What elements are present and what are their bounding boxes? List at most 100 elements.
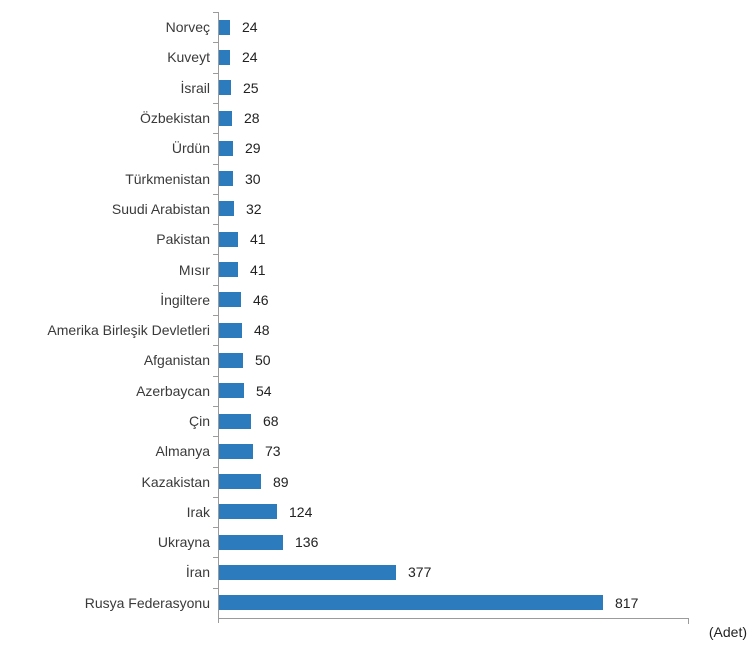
value-label: 41 bbox=[250, 231, 266, 248]
chart-row: Irak 124 bbox=[0, 497, 750, 527]
bar-area: 68 bbox=[219, 413, 750, 429]
chart-row: Rusya Federasyonu 817 bbox=[0, 588, 750, 618]
category-tick bbox=[213, 133, 218, 134]
category-label: İsrail bbox=[180, 79, 210, 96]
bar bbox=[219, 595, 603, 611]
chart-row: Norveç 24 bbox=[0, 12, 750, 42]
bar-area: 29 bbox=[219, 140, 750, 157]
value-label: 136 bbox=[295, 534, 319, 551]
category-tick bbox=[213, 467, 218, 468]
chart-row: Afganistan 50 bbox=[0, 345, 750, 375]
category-tick bbox=[213, 42, 218, 43]
bar bbox=[219, 110, 232, 126]
category-label: Suudi Arabistan bbox=[111, 200, 210, 217]
category-label: Afganistan bbox=[143, 352, 210, 369]
category-label: Pakistan bbox=[156, 231, 210, 248]
category-label: Irak bbox=[186, 503, 210, 520]
value-label: 124 bbox=[289, 503, 313, 520]
chart-rows: Norveç 24 Kuveyt 24 İsrail 25 Özbekistan 28 Ürdü… bbox=[0, 12, 750, 618]
value-label: 68 bbox=[263, 413, 279, 429]
bar-area: 28 bbox=[219, 110, 750, 127]
category-tick bbox=[213, 588, 218, 589]
category-label: Kuveyt bbox=[167, 49, 210, 66]
unit-label: (Adet) bbox=[708, 624, 747, 640]
value-label: 28 bbox=[244, 110, 260, 127]
category-label: Rusya Federasyonu bbox=[84, 594, 210, 611]
chart-row: Azerbaycan 54 bbox=[0, 376, 750, 406]
category-tick bbox=[213, 12, 218, 13]
chart-row: Mısır 41 bbox=[0, 254, 750, 284]
bar bbox=[219, 534, 283, 550]
value-label: 73 bbox=[265, 443, 281, 460]
chart-row: İsrail 25 bbox=[0, 73, 750, 103]
value-label: 48 bbox=[254, 322, 270, 339]
bar bbox=[219, 352, 243, 368]
bar bbox=[219, 262, 238, 278]
bar-area: 377 bbox=[219, 564, 750, 581]
category-label: Azerbaycan bbox=[136, 382, 210, 399]
category-tick bbox=[213, 73, 218, 74]
category-label: Ukrayna bbox=[157, 534, 210, 551]
category-label: Çin bbox=[188, 413, 210, 429]
bar-area: 89 bbox=[219, 473, 750, 490]
chart-row: Türkmenistan 30 bbox=[0, 163, 750, 193]
value-label: 24 bbox=[242, 19, 258, 36]
category-tick bbox=[213, 497, 218, 498]
chart-row: Kazakistan 89 bbox=[0, 466, 750, 496]
category-tick bbox=[213, 436, 218, 437]
bar bbox=[219, 322, 242, 338]
value-label: 54 bbox=[256, 382, 272, 399]
chart-row: Amerika Birleşik Devletleri 48 bbox=[0, 315, 750, 345]
value-label: 30 bbox=[245, 170, 261, 187]
category-label: Özbekistan bbox=[139, 110, 210, 127]
category-label: Amerika Birleşik Devletleri bbox=[47, 322, 210, 339]
value-label: 817 bbox=[615, 594, 639, 611]
bar-area: 48 bbox=[219, 322, 750, 339]
bar-area: 24 bbox=[219, 49, 750, 65]
category-tick bbox=[213, 406, 218, 407]
value-label: 29 bbox=[245, 140, 261, 157]
bar-area: 46 bbox=[219, 292, 750, 308]
chart-row: Pakistan 41 bbox=[0, 224, 750, 254]
bar-area: 817 bbox=[219, 594, 750, 611]
bar-area: 30 bbox=[219, 170, 750, 187]
category-tick bbox=[213, 254, 218, 255]
bar bbox=[219, 413, 251, 429]
category-tick bbox=[213, 194, 218, 195]
bar bbox=[219, 80, 231, 96]
category-label: Ürdün bbox=[171, 140, 210, 157]
value-label: 89 bbox=[273, 473, 289, 490]
bar-area: 41 bbox=[219, 231, 750, 248]
category-label: Kazakistan bbox=[141, 473, 210, 490]
value-label: 377 bbox=[408, 564, 432, 581]
bar bbox=[219, 49, 230, 65]
value-label: 50 bbox=[255, 352, 271, 369]
category-tick bbox=[213, 557, 218, 558]
category-label: Norveç bbox=[165, 19, 210, 36]
category-tick bbox=[213, 376, 218, 377]
category-tick bbox=[213, 315, 218, 316]
category-tick bbox=[213, 224, 218, 225]
bar-area: 41 bbox=[219, 262, 750, 278]
category-tick bbox=[213, 345, 218, 346]
category-tick bbox=[213, 527, 218, 528]
chart-row: İran 377 bbox=[0, 557, 750, 587]
category-label: Mısır bbox=[178, 261, 210, 278]
bar bbox=[219, 474, 261, 490]
bar bbox=[219, 564, 396, 580]
chart-row: Ürdün 29 bbox=[0, 133, 750, 163]
chart-row: Çin 68 bbox=[0, 406, 750, 436]
category-label: İngiltere bbox=[160, 291, 210, 308]
chart-row: Kuveyt 24 bbox=[0, 42, 750, 72]
chart-row: Almanya 73 bbox=[0, 436, 750, 466]
bar-area: 50 bbox=[219, 352, 750, 369]
bar-area: 136 bbox=[219, 534, 750, 551]
category-label: Almanya bbox=[155, 443, 210, 460]
category-label: İran bbox=[185, 564, 210, 581]
x-axis-line bbox=[218, 618, 688, 619]
bar-area: 73 bbox=[219, 443, 750, 460]
category-tick bbox=[213, 285, 218, 286]
value-label: 25 bbox=[243, 79, 259, 96]
category-label: Türkmenistan bbox=[125, 170, 210, 187]
